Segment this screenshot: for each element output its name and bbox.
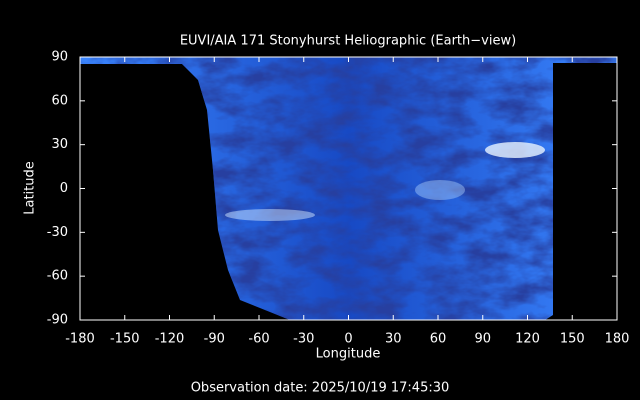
x-tick-label: 150 (560, 332, 585, 347)
y-tick-label: -60 (47, 269, 68, 284)
x-tick-label: -60 (248, 332, 269, 347)
footer: Observation date: 2025/10/19 17:45:30 (191, 381, 450, 396)
x-tick-label: -180 (65, 332, 95, 347)
y-tick-label: 90 (51, 50, 68, 65)
x-tick-label: 120 (515, 332, 540, 347)
y-tick-label: -90 (47, 313, 68, 328)
chart-title: EUVI/AIA 171 Stonyhurst Heliographic (Ea… (180, 34, 516, 49)
x-tick-label: -90 (204, 332, 225, 347)
solar-map (80, 57, 617, 320)
y-tick-label: 30 (51, 137, 68, 152)
x-tick-label: -150 (110, 332, 140, 347)
x-tick-label: -30 (293, 332, 314, 347)
y-tick-label: 60 (51, 93, 68, 108)
x-tick-label: 180 (605, 332, 630, 347)
x-tick-label: 90 (474, 332, 491, 347)
y-tick-label: -30 (47, 225, 68, 240)
x-tick-label: -120 (155, 332, 185, 347)
x-axis-label: Longitude (316, 347, 381, 362)
y-tick-label: 0 (60, 181, 68, 196)
x-tick-label: 30 (385, 332, 402, 347)
x-tick-label: 0 (344, 332, 352, 347)
y-axis-label: Latitude (23, 161, 38, 215)
x-tick-label: 60 (430, 332, 447, 347)
